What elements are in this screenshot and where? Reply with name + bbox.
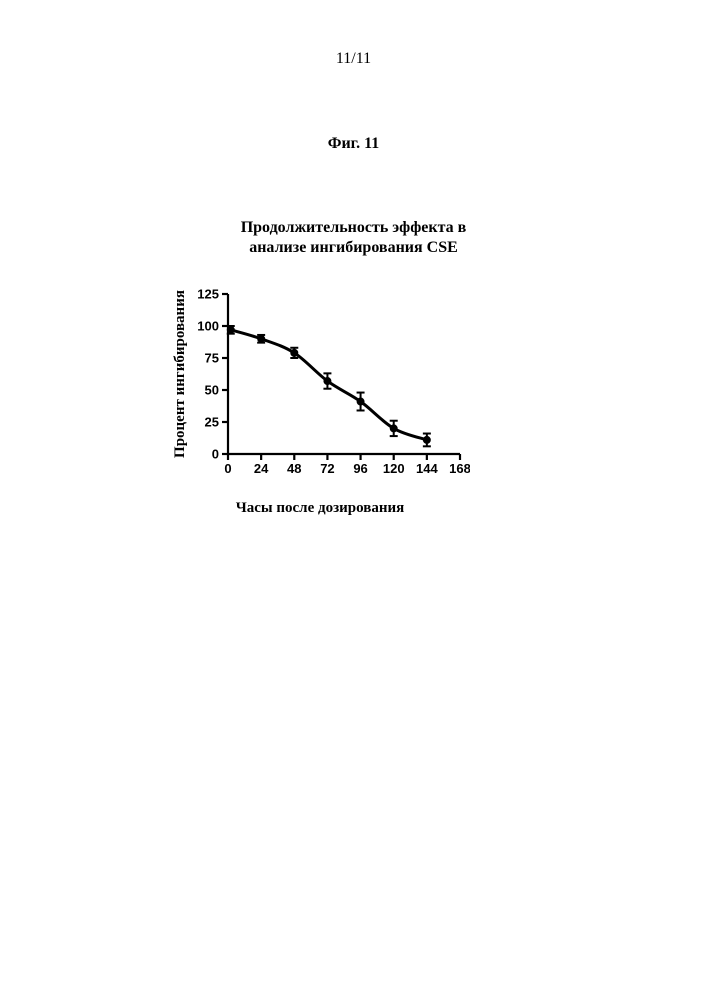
data-point: [291, 349, 298, 356]
y-tick-label: 0: [212, 447, 219, 462]
data-point: [227, 326, 234, 333]
x-tick-label: 72: [320, 461, 334, 476]
y-tick-label: 25: [205, 415, 219, 430]
x-tick-label: 0: [224, 461, 231, 476]
x-tick-label: 48: [287, 461, 301, 476]
data-point: [423, 436, 430, 443]
x-tick-label: 168: [449, 461, 470, 476]
series-curve: [231, 330, 427, 440]
figure-label: Фиг. 11: [0, 135, 707, 153]
y-tick-label: 75: [205, 351, 219, 366]
x-tick-label: 144: [416, 461, 438, 476]
x-tick-label: 24: [254, 461, 269, 476]
data-point: [324, 378, 331, 385]
data-point: [357, 398, 364, 405]
chart-container: 0 24 48 72 96 120 144 168 0 25 50 75 100 125 Процент и…: [170, 284, 470, 504]
y-axis-title: Процент ингибирования: [172, 290, 188, 458]
page-number: 11/11: [0, 50, 707, 68]
chart-svg: 0 24 48 72 96 120 144 168 0 25 50 75 100 125 Процент и…: [170, 284, 470, 504]
x-axis-title: Часы после дозирования: [170, 500, 470, 517]
y-tick-label: 50: [205, 383, 219, 398]
x-tick-label: 96: [353, 461, 367, 476]
axes: [228, 294, 460, 454]
data-point: [258, 335, 265, 342]
x-tick-label: 120: [383, 461, 405, 476]
chart-title-line1: Продолжительность эффекта в: [241, 219, 467, 236]
chart-title: Продолжительность эффекта в анализе инги…: [0, 218, 707, 258]
data-point: [390, 425, 397, 432]
chart-title-line2: анализе ингибирования CSE: [249, 239, 458, 256]
y-tick-label: 125: [197, 287, 219, 302]
y-tick-label: 100: [197, 319, 219, 334]
